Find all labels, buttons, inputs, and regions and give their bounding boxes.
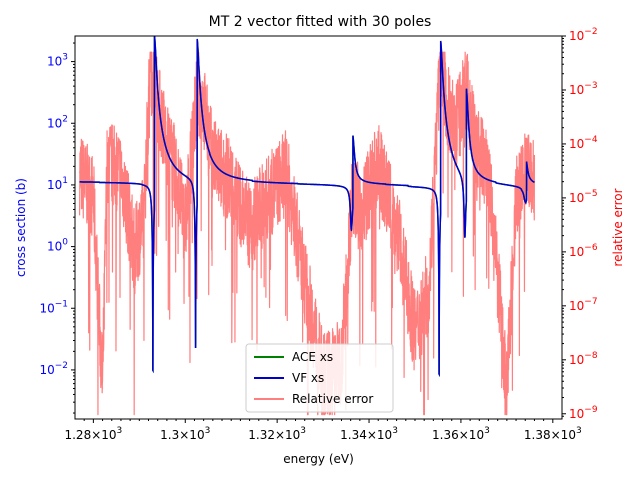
relative-error-point xyxy=(120,171,122,173)
left-y-tick-label-0: 10−2 xyxy=(39,361,68,377)
relative-error-point xyxy=(78,171,81,173)
left-y-tick-label-5: 103 xyxy=(47,53,68,69)
relative-error-point xyxy=(414,333,416,335)
right-y-tick-label-6: 10−3 xyxy=(569,81,598,97)
cross-section-series xyxy=(79,35,535,378)
x-tick-label-5: 1.38×103 xyxy=(524,426,582,442)
relative-error-point xyxy=(92,197,94,199)
relative-error-point xyxy=(304,279,306,281)
x-tick-label-0: 1.28×103 xyxy=(64,426,122,442)
legend-label-error: Relative error xyxy=(292,392,373,406)
right-y-tick-label-3: 10−6 xyxy=(569,243,598,259)
relative-error-point xyxy=(267,197,269,199)
x-tick-label-1: 1.3×103 xyxy=(160,426,210,442)
chart-title: MT 2 vector fitted with 30 poles xyxy=(209,14,432,30)
left-y-axis-label: cross section (b) xyxy=(14,178,28,277)
right-y-tick-label-5: 10−4 xyxy=(569,135,598,151)
legend-label-vf: VF xs xyxy=(292,371,324,385)
relative-error-point xyxy=(150,51,152,53)
right-y-axis-label: relative error xyxy=(611,188,625,266)
relative-error-line xyxy=(78,51,536,416)
x-tick-label-3: 1.34×103 xyxy=(340,426,398,442)
relative-error-point xyxy=(377,164,379,167)
relative-error-point xyxy=(175,171,177,173)
legend-label-ace: ACE xs xyxy=(292,350,333,364)
relative-error-point xyxy=(446,105,448,107)
relative-error-point xyxy=(230,181,232,183)
relative-error-point xyxy=(106,159,108,161)
right-y-tick-label-1: 10−8 xyxy=(569,351,598,367)
relative-error-point xyxy=(184,225,186,227)
relative-error-point xyxy=(506,387,508,389)
relative-error-point xyxy=(455,127,457,129)
legend: ACE xs VF xs Relative error xyxy=(245,343,394,413)
relative-error-point xyxy=(203,105,205,107)
relative-error-point xyxy=(101,387,104,389)
left-y-tick-label-1: 10−1 xyxy=(39,299,68,315)
x-tick-label-2: 1.32×103 xyxy=(248,426,306,442)
axes: 1.28×103 1.3×103 1.32×103 1.34×103 1.36×103 1… xyxy=(39,27,597,442)
relative-error-point xyxy=(428,288,430,291)
x-tick-label-4: 1.36×103 xyxy=(432,426,490,442)
relative-error-point xyxy=(396,225,398,227)
vf-xs-line xyxy=(79,35,535,378)
plot-frame xyxy=(74,35,563,420)
right-y-tick-label-2: 10−7 xyxy=(569,297,598,313)
legend-box xyxy=(245,343,394,413)
left-y-tick-label-2: 100 xyxy=(47,238,68,254)
relative-error-point xyxy=(487,171,490,173)
relative-error-point xyxy=(143,213,145,215)
left-y-tick-label-3: 101 xyxy=(47,176,68,192)
relative-error-point xyxy=(166,143,168,145)
right-y-tick-label-4: 10−5 xyxy=(569,189,598,205)
relative-error-point xyxy=(134,251,136,253)
right-y-tick-label-0: 10−9 xyxy=(569,405,598,421)
relative-error-point xyxy=(248,225,251,227)
relative-error-point xyxy=(359,213,361,215)
relative-error-point xyxy=(515,197,517,199)
x-axis-label: energy (eV) xyxy=(283,452,354,466)
left-y-tick-label-4: 102 xyxy=(47,114,68,130)
right-y-tick-label-7: 10−2 xyxy=(569,27,598,43)
relative-error-point xyxy=(474,143,476,145)
relative-error-point xyxy=(285,171,287,173)
